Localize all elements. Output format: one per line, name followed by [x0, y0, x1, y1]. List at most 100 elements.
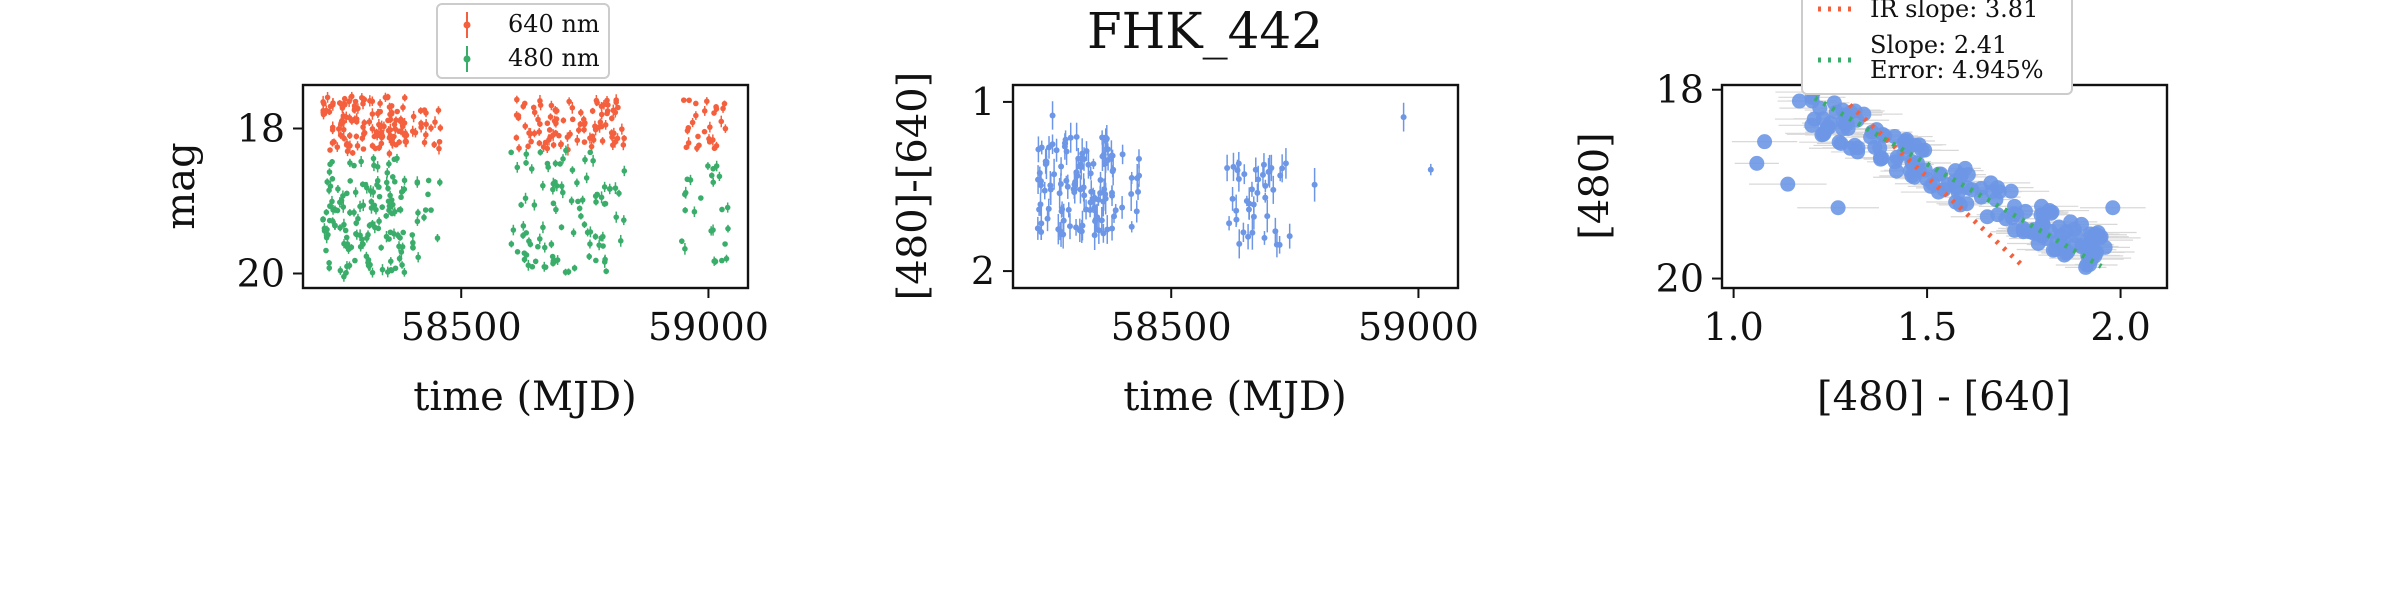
lightcurve-point: [558, 224, 565, 231]
lightcurve-point: [425, 177, 432, 184]
color-curve-point: [1036, 206, 1043, 213]
color-curve-point: [1235, 160, 1242, 167]
color-curve-point: [1133, 208, 1140, 215]
lightcurve-point: [421, 214, 427, 221]
color-curve-point: [1073, 169, 1080, 176]
lightcurve-point: [621, 135, 627, 142]
color-curve-point: [1282, 160, 1289, 167]
x-tick-label: 1.5: [1897, 305, 1957, 349]
color-curve-point: [1229, 195, 1236, 202]
lightcurve-point: [428, 207, 434, 213]
lightcurve-point: [331, 139, 337, 145]
lightcurve-point: [348, 93, 355, 100]
x-tick-label: 58500: [401, 305, 522, 349]
color-curve-point: [1226, 220, 1233, 227]
color-curve-point: [1044, 215, 1051, 222]
color-curve-point: [1075, 155, 1082, 162]
lightcurve-point: [594, 191, 601, 198]
lightcurve-point: [537, 236, 543, 242]
lightcurve-legend-box: [436, 3, 610, 79]
lightcurve-point: [592, 123, 598, 130]
color-curve-point: [1062, 140, 1069, 147]
cmd-point: [1952, 197, 1968, 213]
lightcurve-point: [342, 101, 348, 108]
lightcurve-point: [379, 132, 385, 139]
panel-color-magnitude: 1.0 1.5 2.0 18 20 [480] - [640] [480] IR slo…: [1572, 0, 2169, 420]
x-tick-label: 59000: [1358, 305, 1479, 349]
lightcurve-point: [412, 129, 419, 136]
lightcurve-point: [719, 257, 725, 264]
lightcurve-point: [394, 155, 400, 162]
lightcurve-point: [547, 114, 554, 120]
lightcurve-point: [368, 198, 375, 205]
color-curve-point: [1091, 232, 1098, 239]
lightcurve-point: [536, 140, 543, 147]
lightcurve-point: [587, 135, 593, 141]
lightcurve-point: [335, 186, 341, 192]
lightcurve-point: [351, 162, 357, 169]
lightcurve-point: [513, 134, 520, 141]
y-tick-label: 20: [1656, 257, 1704, 301]
cmd-point: [1826, 95, 1842, 111]
lightcurve-point: [344, 148, 351, 155]
lightcurve-point: [581, 139, 588, 145]
lightcurve-point: [342, 227, 349, 234]
lightcurve-point: [360, 202, 367, 209]
lightcurve-point: [535, 243, 541, 250]
lightcurve-point: [343, 142, 350, 148]
lightcurve-point: [563, 147, 569, 154]
lightcurve-point: [541, 263, 548, 270]
color-curve-point: [1055, 226, 1062, 233]
cmd-point: [1791, 93, 1807, 109]
color-curve-point: [1095, 196, 1102, 203]
lightcurve-point: [358, 94, 365, 101]
cmd-point: [2041, 203, 2057, 219]
lightcurve-point: [379, 204, 386, 210]
color-curve-point: [1079, 222, 1086, 229]
color-curve-point: [1255, 176, 1262, 183]
lightcurve-point: [513, 112, 520, 118]
legend-ir-slope-label: IR slope: 3.81: [1870, 0, 2038, 23]
lightcurve-point: [379, 266, 386, 273]
lightcurve-point: [587, 241, 593, 247]
lightcurve-point: [387, 229, 394, 236]
lightcurve-point: [508, 241, 515, 247]
lightcurve-point: [687, 177, 694, 183]
lightcurve-point: [608, 129, 615, 136]
lightcurve-point: [386, 236, 392, 242]
lightcurve-point: [523, 151, 530, 157]
color-curve-point: [1240, 229, 1247, 236]
x-tick-label: 58500: [1111, 305, 1232, 349]
lightcurve-point: [386, 150, 393, 157]
lightcurve-point: [324, 94, 331, 101]
color-curve-point: [1038, 228, 1045, 235]
lightcurve-point: [388, 109, 395, 116]
lightcurve-point: [360, 146, 367, 152]
color-curve-point: [1060, 217, 1067, 224]
lightcurve-point: [514, 164, 521, 171]
lightcurve-point: [347, 178, 354, 184]
lightcurve-point: [583, 175, 590, 181]
y-tick-label: 18: [1656, 68, 1704, 112]
figure-title: FHK_442: [1087, 2, 1323, 60]
cmd-point: [1917, 142, 1933, 158]
color-curve-point: [1073, 133, 1080, 140]
lightcurve-point: [401, 186, 408, 193]
color-curve-point: [1099, 153, 1106, 160]
color-curve-ylabel: [480]-[640]: [890, 72, 936, 301]
lightcurve-point: [616, 190, 622, 197]
lightcurve-point: [401, 94, 408, 101]
lightcurve-point: [711, 110, 717, 116]
lightcurve-point: [587, 149, 594, 156]
lightcurve-point: [508, 149, 514, 156]
color-curve-point: [1286, 233, 1293, 240]
lightcurve-point: [708, 228, 714, 234]
lightcurve-point: [437, 125, 444, 131]
lightcurve-point: [415, 254, 421, 261]
lightcurve-point: [373, 129, 380, 135]
lightcurve-point: [693, 112, 699, 119]
lightcurve-point: [326, 169, 333, 175]
legend-640nm-marker: [463, 21, 471, 29]
lightcurve-point: [557, 161, 563, 167]
lightcurve-point: [582, 156, 588, 163]
